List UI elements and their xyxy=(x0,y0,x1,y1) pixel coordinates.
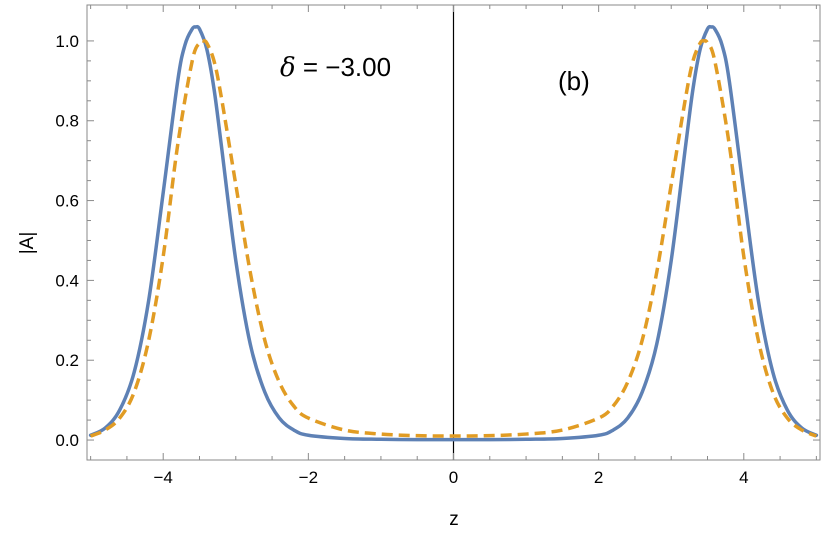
x-tick-label: −4 xyxy=(154,468,173,487)
data-series xyxy=(88,24,819,442)
y-tick-label: 0.4 xyxy=(55,271,79,290)
y-tick-label: 0.8 xyxy=(55,112,79,131)
axis-ticks xyxy=(87,5,820,460)
delta-value: = −3.00 xyxy=(296,52,391,82)
plot-frame xyxy=(86,4,821,461)
delta-symbol: δ xyxy=(280,53,296,83)
annotations: δ = −3.00 (b) xyxy=(280,52,590,96)
x-tick-label: 4 xyxy=(739,468,748,487)
series-dashed-line xyxy=(89,38,818,438)
y-tick-label: 0.0 xyxy=(55,431,79,450)
axis-titles: z |A| xyxy=(17,232,459,530)
x-axis-label: z xyxy=(449,509,459,530)
y-tick-label: 0.2 xyxy=(55,351,79,370)
tick-labels: −4 −2 0 2 4 0.0 0.2 0.4 0.6 0.8 1.0 xyxy=(55,32,748,487)
x-tick-label: −2 xyxy=(299,468,318,487)
y-tick-label: 0.6 xyxy=(55,192,79,211)
x-tick-label: 0 xyxy=(449,468,458,487)
y-tick-label: 1.0 xyxy=(55,32,79,51)
panel-label: (b) xyxy=(558,66,590,96)
y-axis-label: |A| xyxy=(17,232,38,255)
x-tick-label: 2 xyxy=(594,468,603,487)
delta-annotation: δ = −3.00 xyxy=(280,52,391,83)
series-solid-line xyxy=(88,24,819,442)
